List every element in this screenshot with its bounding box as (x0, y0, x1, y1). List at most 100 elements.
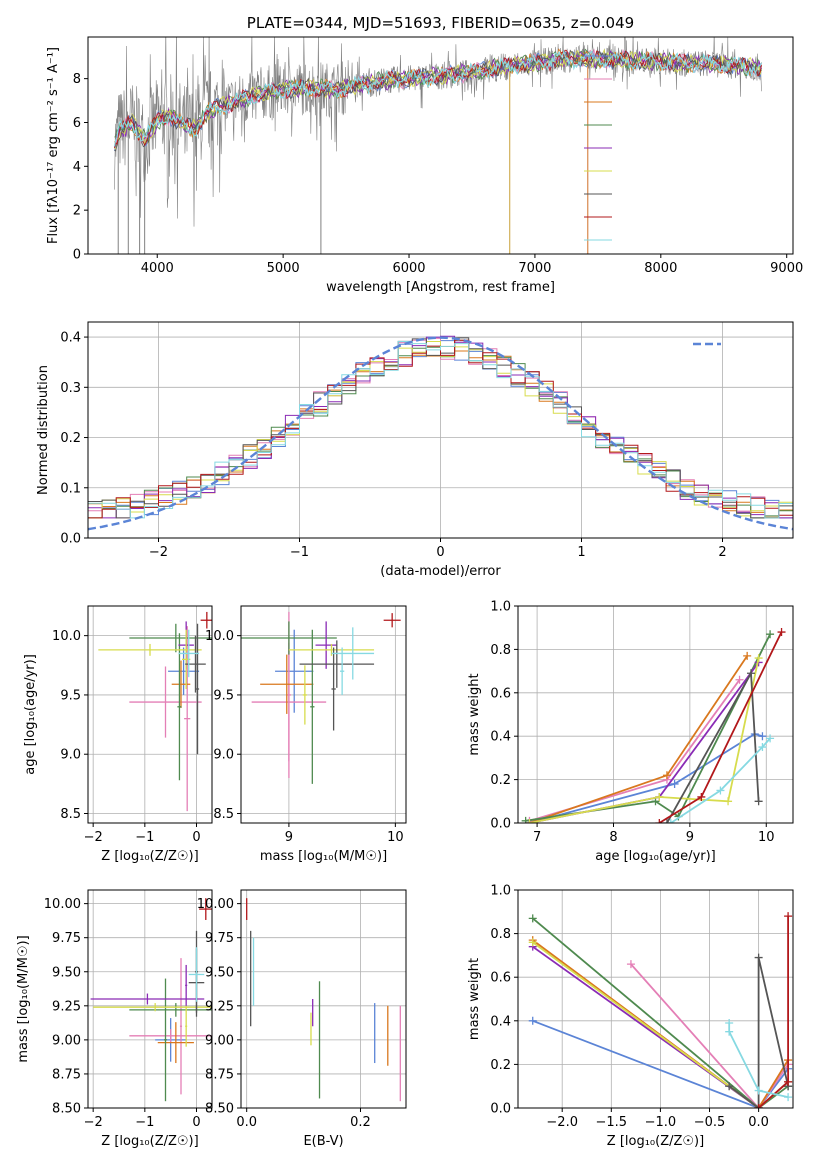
y-tick-label: 9.50 (52, 965, 81, 980)
weight-marker (743, 651, 752, 660)
weight-line-chabrier-elodie (532, 917, 789, 1108)
errorbar-point (331, 627, 375, 680)
weight-marker (655, 819, 664, 823)
weight-line-kroupa-stelib (670, 737, 771, 823)
errorbar-point (171, 660, 191, 708)
x-tick-label: 7 (533, 830, 541, 845)
y-tick-label: 0.8 (490, 927, 511, 942)
panel-mass-vs-Z: −2 −1 0 8.50 8.75 9.00 9.25 9.50 9.75 10.00 Z [log… (16, 889, 213, 1149)
errorbar-point (275, 629, 314, 713)
x-tick-label: 0 (192, 830, 200, 845)
weight-marker (766, 630, 775, 639)
errorbar-point (299, 640, 375, 688)
x-tick-label: 10 (758, 830, 775, 845)
weight-marker (746, 669, 755, 678)
chart-title: PLATE=0344, MJD=51693, FIBERID=0635, z=0… (247, 14, 634, 32)
weight-line-salpeter-stelib (758, 916, 789, 1108)
x-tick-label: 8 (609, 830, 617, 845)
y-tick-label: 1.0 (490, 884, 511, 899)
weight-marker (725, 1082, 734, 1091)
y-tick-label: 4 (73, 160, 81, 175)
weight-line-chabrier-miles (532, 1019, 789, 1108)
errorbar-point (129, 666, 202, 738)
y-tick-label: 8.5 (60, 807, 81, 822)
y-tick-label: 0.4 (490, 1014, 511, 1029)
weight-line-salpeter-elodie (529, 661, 760, 823)
errorbar-point (185, 964, 188, 1006)
errorbar-point (163, 978, 168, 1102)
weight-marker (697, 792, 706, 801)
axes-frame (87, 605, 213, 824)
model-line-kroupa-stelib (113, 49, 762, 147)
weight-marker (662, 819, 671, 823)
y-tick-label: 0.0 (60, 532, 81, 547)
data-spectrum-line (114, 37, 762, 227)
x-tick-label: 0 (436, 545, 444, 560)
y-tick-label: 9.75 (52, 931, 81, 946)
errorbar-point (383, 613, 401, 628)
y-tick-label: 10.00 (44, 897, 81, 912)
histogram-salpeter-stelib (88, 339, 793, 519)
weight-marker (666, 819, 675, 823)
weight-marker (525, 819, 534, 823)
plot-area-weight-vs-age (521, 628, 786, 823)
y-tick-label: 9.5 (60, 688, 81, 703)
errorbar-point (340, 647, 345, 695)
x-tick-label: −1 (135, 830, 154, 845)
histogram-kroupa-stelib (88, 341, 793, 519)
weight-line-chabrier-miles (529, 733, 763, 823)
x-axis-label: mass [log₁₀(M/M☉)] (260, 849, 387, 864)
model-line-salpeter-elodie (114, 50, 762, 147)
weight-marker (758, 732, 767, 741)
x-tick-label: 2 (718, 545, 726, 560)
weight-marker (528, 938, 537, 947)
panel-mass-vs-ebv: 0.0 0.2 8.50 8.75 9.00 9.25 9.50 9.75 10.00 E(B-V… (197, 889, 407, 1149)
y-tick-label: 0.6 (490, 686, 511, 701)
y-tick-label: 0.0 (490, 817, 511, 832)
y-tick-label: 0.2 (60, 431, 81, 446)
weight-marker (754, 654, 763, 663)
x-tick-label: −1 (135, 1115, 154, 1130)
y-tick-label: 0.4 (490, 730, 511, 745)
weight-marker (528, 914, 537, 923)
errorbar-point (177, 633, 182, 781)
y-tick-label: 9.5 (213, 688, 234, 703)
y-tick-label: 0.2 (490, 773, 511, 788)
x-tick-label: 0.0 (236, 1115, 257, 1130)
x-tick-label: −1.5 (596, 1115, 628, 1130)
x-tick-label: 6000 (392, 261, 425, 276)
axes-frame (517, 889, 794, 1109)
y-tick-label: 8 (73, 72, 81, 87)
errorbar-point (199, 898, 212, 920)
axes-frame (240, 889, 407, 1109)
y-tick-label: 9.75 (205, 931, 234, 946)
errorbar-point (129, 1028, 212, 1043)
errorbar-point (168, 647, 200, 695)
model-line-salpeter-stelib (114, 49, 762, 149)
x-tick-label: 0.2 (350, 1115, 371, 1130)
y-axis-label: Flux [fλ10⁻¹⁷ erg cm⁻² s⁻¹ A⁻¹] (46, 47, 61, 244)
weight-marker (735, 675, 744, 684)
x-axis-label: Z [log₁₀(Z/Z☉)] (101, 849, 198, 864)
y-axis-label: mass weight (467, 958, 482, 1040)
y-tick-label: 6 (73, 116, 81, 131)
axes-frame (87, 889, 213, 1109)
errorbar-point (129, 623, 212, 653)
x-tick-label: 0.0 (748, 1115, 769, 1130)
errorbar-point (185, 1005, 188, 1047)
y-tick-label: 9.25 (205, 999, 234, 1014)
x-tick-label: 9 (285, 830, 293, 845)
y-tick-label: 10.0 (52, 629, 81, 644)
x-axis-label: Z [log₁₀(Z/Z☉)] (607, 1134, 704, 1149)
y-axis-label: mass [log₁₀(M/M☉)] (16, 935, 31, 1062)
y-tick-label: 0.1 (60, 481, 81, 496)
panel-age-vs-Z: −2 −1 0 8.5 9.0 9.5 10.0 Z [log₁₀(Z/Z☉)] age [lo… (23, 605, 213, 864)
x-tick-label: 0 (192, 1115, 200, 1130)
weight-marker (777, 628, 786, 637)
errorbar-point (302, 665, 307, 725)
x-tick-label: 9000 (770, 261, 803, 276)
y-tick-label: 0.4 (60, 331, 81, 346)
y-tick-label: 9.0 (213, 748, 234, 763)
x-tick-label: −2 (84, 830, 103, 845)
